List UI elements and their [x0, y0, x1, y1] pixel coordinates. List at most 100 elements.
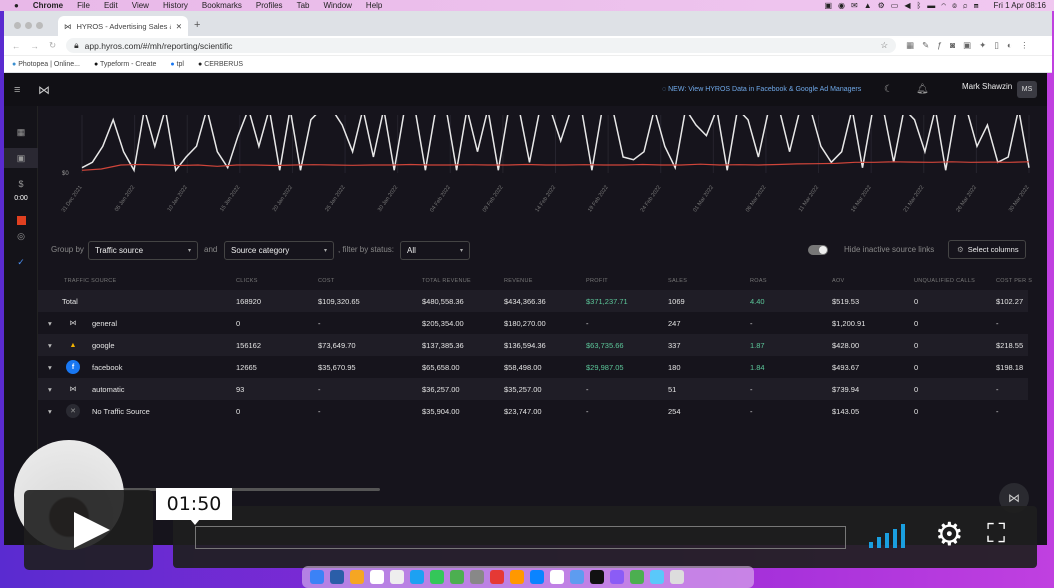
menu-app-name[interactable]: Chrome [32, 1, 64, 10]
back-icon[interactable]: ← [12, 40, 21, 51]
and-label: and [204, 245, 218, 254]
hyros-logo[interactable]: ⋈ [38, 82, 50, 97]
dock-app-icon[interactable] [530, 570, 544, 584]
volume-icon[interactable] [869, 524, 915, 550]
cell-total-revenue: $205,354.00 [422, 319, 464, 328]
dock-app-icon[interactable] [610, 570, 624, 584]
menu-history[interactable]: History [162, 1, 188, 10]
column-header[interactable]: TRAFFIC SOURCE [64, 278, 117, 284]
video-progress-bar[interactable] [195, 526, 846, 549]
dollar-icon[interactable]: $ [18, 179, 24, 189]
column-header[interactable]: PROFIT [586, 278, 608, 284]
total-row[interactable]: Total 168920 $109,320.65 $480,558.36 $434,36… [38, 290, 1028, 312]
column-header[interactable]: COST [318, 278, 335, 284]
cell-cost: $73,649.70 [318, 341, 356, 350]
source-category-select[interactable]: Source category ▾ [224, 241, 334, 260]
table-row[interactable]: ▾ ⋈ general 0 - $205,354.00 $180,270.00 - 247 - $1… [38, 312, 1028, 334]
x-tick-label: 14 Feb 2022 [535, 185, 558, 214]
stop-recording-icon[interactable] [4, 210, 38, 230]
expand-chevron-icon[interactable]: ▾ [48, 363, 52, 372]
bookmark-item[interactable]: ● Typeform - Create [94, 61, 156, 68]
expand-chevron-icon[interactable]: ▾ [48, 341, 52, 350]
column-header[interactable]: ROAS [750, 278, 767, 284]
menu-window[interactable]: Window [323, 1, 352, 10]
cell-clicks: 168920 [236, 297, 262, 306]
dock-app-icon[interactable] [410, 570, 424, 584]
url-input[interactable]: 🔒︎ app.hyros.com/#/mh/reporting/scientifi… [66, 38, 897, 53]
column-header[interactable]: COST PER S [996, 278, 1033, 284]
dock-app-icon[interactable] [590, 570, 604, 584]
expand-chevron-icon[interactable]: ▾ [48, 407, 52, 416]
browser-tab[interactable]: ⋈ HYROS - Advertising Sales & A ✕ [58, 16, 188, 36]
column-header[interactable]: TOTAL REVENUE [422, 278, 472, 284]
expand-chevron-icon[interactable]: ▾ [48, 385, 52, 394]
column-header[interactable]: UNQUALIFIED CALLS [914, 278, 976, 284]
menu-file[interactable]: File [77, 1, 90, 10]
bookmark-item[interactable]: ● CERBERUS [198, 61, 243, 68]
reload-icon[interactable]: ↻ [49, 40, 57, 50]
dock-app-icon[interactable] [390, 570, 404, 584]
cell-cost: - [318, 319, 321, 328]
dock-app-icon[interactable] [350, 570, 364, 584]
cell-clicks: 12665 [236, 363, 257, 372]
announcement-link[interactable]: ◌ NEW: View HYROS Data in Facebook & Goo… [662, 86, 862, 93]
dock-app-icon[interactable] [570, 570, 584, 584]
dock-app-icon[interactable] [510, 570, 524, 584]
cell-clicks: 0 [236, 319, 241, 328]
menu-view[interactable]: View [131, 1, 149, 10]
check-icon[interactable]: ✓ [17, 256, 25, 267]
column-header[interactable]: AOV [832, 278, 845, 284]
settings-gear-icon[interactable]: ⚙ [935, 516, 964, 552]
bookmark-star-icon[interactable]: ☆ [880, 40, 889, 50]
table-row[interactable]: ▾ f facebook 12665 $35,670.95 $65,658.00 $58,4… [38, 356, 1028, 378]
menu-edit[interactable]: Edit [103, 1, 118, 10]
dock-app-icon[interactable] [310, 570, 324, 584]
apple-icon[interactable]: ● [14, 1, 19, 10]
bookmark-item[interactable]: ● tpl [170, 61, 184, 68]
window-controls[interactable] [14, 22, 43, 29]
group-by-select[interactable]: Traffic source ▾ [88, 241, 198, 260]
menu-help[interactable]: Help [365, 1, 383, 10]
dock-app-icon[interactable] [330, 570, 344, 584]
user-name[interactable]: Mark Shawzin [962, 82, 1013, 91]
dock-app-icon[interactable] [450, 570, 464, 584]
menu-tab[interactable]: Tab [296, 1, 310, 10]
menu-icon[interactable]: ≡ [14, 83, 21, 96]
dock-app-icon[interactable] [370, 570, 384, 584]
new-tab-button[interactable]: + [194, 19, 201, 31]
play-button[interactable] [24, 490, 153, 570]
menu-profiles[interactable]: Profiles [255, 1, 283, 10]
expand-chevron-icon[interactable]: ▾ [48, 319, 52, 328]
reporting-icon[interactable]: ▣ [4, 148, 38, 168]
select-columns-button[interactable]: ⚙ Select columns [948, 240, 1026, 259]
forward-icon[interactable]: → [30, 40, 40, 51]
column-header[interactable]: REVENUE [504, 278, 533, 284]
settings-icon[interactable]: ◎ [17, 230, 25, 241]
dock-app-icon[interactable] [630, 570, 644, 584]
dock-app-icon[interactable] [490, 570, 504, 584]
cell-sales: 1069 [668, 297, 685, 306]
avatar[interactable]: MS [1017, 81, 1037, 98]
dark-mode-icon[interactable]: ☾ [884, 84, 893, 95]
close-tab-icon[interactable]: ✕ [175, 21, 182, 31]
dock-app-icon[interactable] [470, 570, 484, 584]
table-row[interactable]: ▾ ✕ No Traffic Source 0 - $35,904.00 $23,747.0… [38, 400, 1028, 422]
table-row[interactable]: ▾ ⋈ automatic 93 - $36,257.00 $35,257.00 - 51 - $7… [38, 378, 1028, 400]
menu-bookmarks[interactable]: Bookmarks [201, 1, 242, 10]
dashboard-icon[interactable]: ▦ [16, 126, 26, 137]
column-header[interactable]: SALES [668, 278, 688, 284]
dock-app-icon[interactable] [430, 570, 444, 584]
status-select[interactable]: All ▾ [400, 241, 470, 260]
fullscreen-icon[interactable]: ⛶ [987, 518, 1006, 548]
hide-inactive-toggle[interactable] [808, 245, 828, 255]
column-header[interactable]: CLICKS [236, 278, 258, 284]
dock-app-icon[interactable] [670, 570, 684, 584]
dock-app-icon[interactable] [550, 570, 564, 584]
dock-app-icon[interactable] [650, 570, 664, 584]
bell-icon[interactable]: 🔔︎ [916, 84, 929, 95]
cell-revenue: $23,747.00 [504, 407, 542, 416]
table-row[interactable]: ▾ ▲ google 156162 $73,649.70 $137,385.36 $136,… [38, 334, 1028, 356]
bookmark-item[interactable]: ● Photopea | Online... [12, 61, 80, 68]
extension-icons[interactable]: ▦✎ƒ◙▣✦▯◐⋮ [906, 40, 1037, 50]
source-name: facebook [92, 363, 123, 372]
